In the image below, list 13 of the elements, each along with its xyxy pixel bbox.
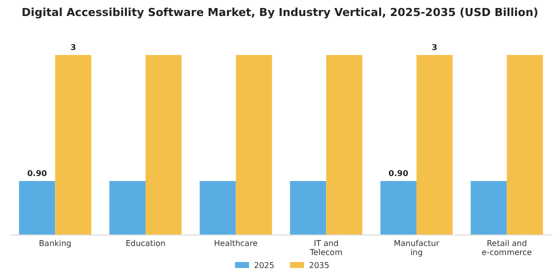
legend-label: 2025 bbox=[254, 261, 274, 270]
legend-label: 2035 bbox=[309, 261, 330, 270]
x-tick-label: Banking bbox=[38, 239, 72, 248]
data-label: 0.90 bbox=[27, 169, 48, 178]
x-tick-label: Education bbox=[126, 239, 166, 248]
x-tick-label: IT and Telecom bbox=[308, 239, 343, 257]
data-label: 3 bbox=[432, 43, 438, 52]
data-label: 0.90 bbox=[388, 169, 409, 178]
x-tick-label: Manufactur ing bbox=[394, 239, 440, 257]
data-label: 3 bbox=[70, 43, 76, 52]
x-tick-label: Retail and e-commerce bbox=[482, 239, 532, 257]
x-tick-label: Healthcare bbox=[214, 239, 258, 248]
chart-title: Digital Accessibility Software Market, By Industry Vertical, 2025-2035 (USD Billion) bbox=[22, 6, 538, 19]
